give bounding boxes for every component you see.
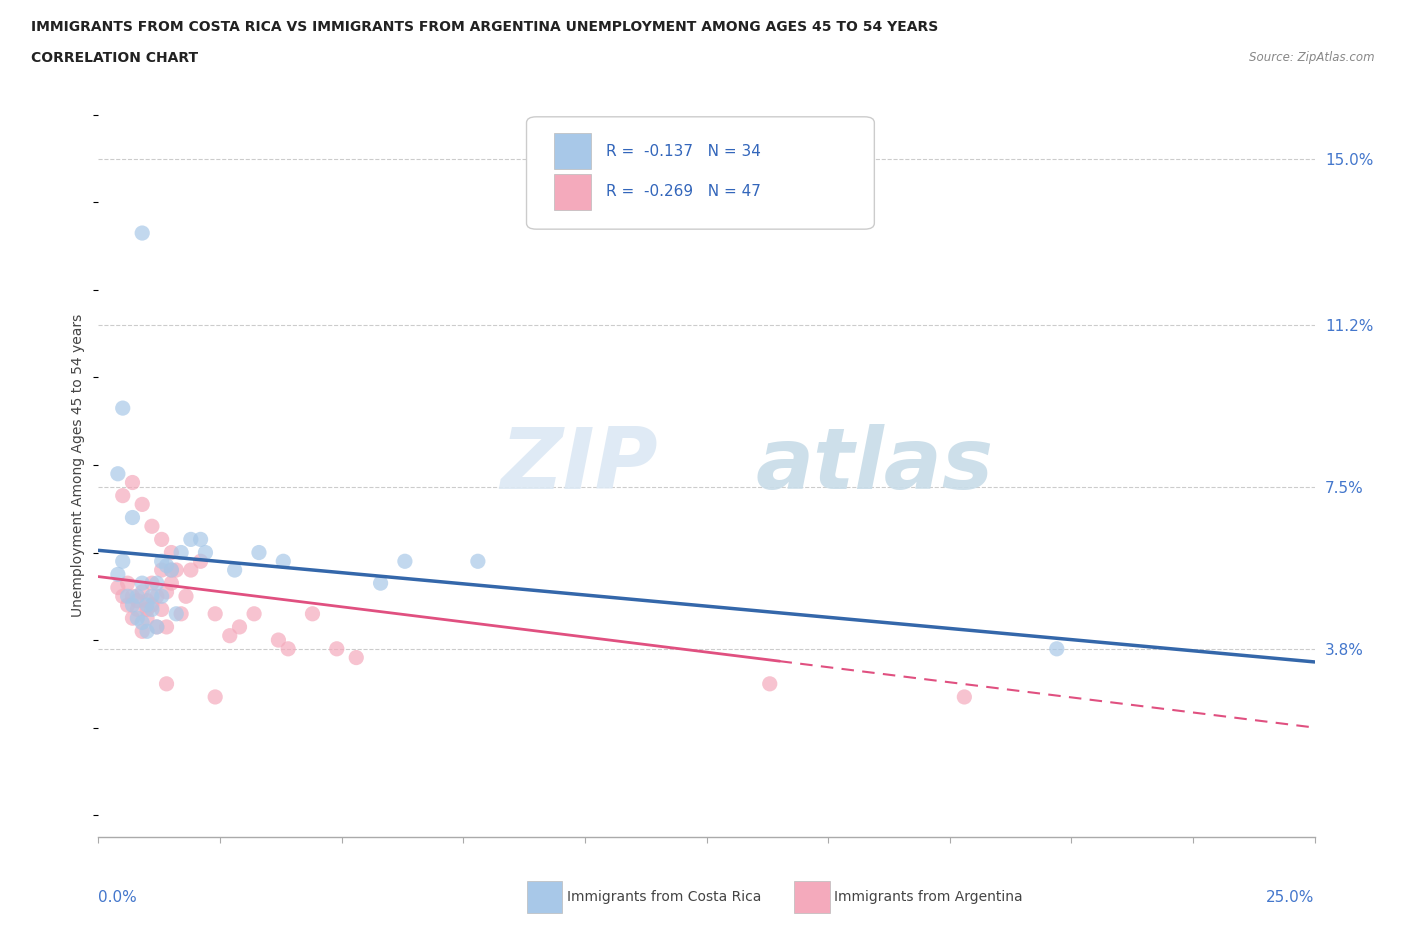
Point [160, 563, 183, 578]
Point [150, 602, 173, 617]
Text: R =  -0.269   N = 47: R = -0.269 N = 47 [606, 184, 761, 199]
Point [141, 576, 163, 591]
Point [117, 589, 139, 604]
Text: Immigrants from Argentina: Immigrants from Argentina [834, 890, 1022, 905]
Point [121, 598, 143, 613]
Point [131, 576, 153, 591]
Point [111, 589, 134, 604]
Point [344, 650, 367, 665]
Point [155, 676, 177, 691]
Point [467, 554, 489, 569]
FancyBboxPatch shape [554, 174, 591, 210]
Point [194, 545, 217, 560]
Point [160, 545, 183, 560]
Text: Source: ZipAtlas.com: Source: ZipAtlas.com [1250, 51, 1375, 64]
Text: CORRELATION CHART: CORRELATION CHART [31, 51, 198, 65]
Point [224, 563, 246, 578]
Point [146, 589, 169, 604]
Point [107, 466, 129, 481]
Point [271, 554, 294, 569]
Point [127, 602, 149, 617]
Point [111, 554, 134, 569]
Point [174, 589, 197, 604]
Point [121, 589, 143, 604]
Point [190, 532, 212, 547]
Point [117, 576, 139, 591]
Point [165, 563, 187, 578]
Point [131, 624, 153, 639]
Point [180, 563, 202, 578]
Point [243, 606, 266, 621]
Point [146, 619, 169, 634]
FancyBboxPatch shape [554, 133, 591, 169]
Point [394, 554, 416, 569]
FancyBboxPatch shape [526, 117, 875, 229]
Point [155, 584, 177, 599]
Text: 0.0%: 0.0% [98, 889, 138, 905]
Point [190, 554, 212, 569]
Point [131, 497, 153, 512]
Text: atlas: atlas [755, 423, 993, 507]
Point [150, 589, 173, 604]
Point [170, 545, 193, 560]
Point [111, 401, 134, 416]
Y-axis label: Unemployment Among Ages 45 to 54 years: Unemployment Among Ages 45 to 54 years [72, 313, 86, 617]
Text: 25.0%: 25.0% [1267, 889, 1315, 905]
Text: IMMIGRANTS FROM COSTA RICA VS IMMIGRANTS FROM ARGENTINA UNEMPLOYMENT AMONG AGES : IMMIGRANTS FROM COSTA RICA VS IMMIGRANTS… [31, 20, 938, 34]
Point [127, 589, 149, 604]
Text: ZIP: ZIP [501, 423, 658, 507]
Text: Immigrants from Costa Rica: Immigrants from Costa Rica [567, 890, 761, 905]
Point [267, 632, 290, 647]
Point [136, 602, 159, 617]
Point [180, 532, 202, 547]
Point [228, 619, 250, 634]
Point [141, 589, 163, 604]
Point [146, 619, 169, 634]
Point [136, 611, 159, 626]
Text: R =  -0.137   N = 34: R = -0.137 N = 34 [606, 143, 761, 158]
Point [301, 606, 323, 621]
Point [370, 576, 392, 591]
Point [150, 532, 173, 547]
Point [170, 606, 193, 621]
Point [127, 611, 149, 626]
Point [136, 593, 159, 608]
Point [111, 488, 134, 503]
Point [141, 598, 163, 613]
Point [121, 611, 143, 626]
Point [107, 567, 129, 582]
Point [136, 624, 159, 639]
Point [1046, 642, 1069, 657]
Point [155, 619, 177, 634]
Point [150, 554, 173, 569]
Point [127, 593, 149, 608]
Point [155, 558, 177, 573]
Point [150, 563, 173, 578]
Point [247, 545, 270, 560]
Point [117, 598, 139, 613]
Point [146, 576, 169, 591]
Point [160, 563, 183, 578]
Point [141, 602, 163, 617]
Point [277, 642, 299, 657]
Point [131, 226, 153, 241]
Point [141, 519, 163, 534]
Point [204, 606, 226, 621]
Point [953, 689, 976, 704]
Point [121, 475, 143, 490]
Point [131, 584, 153, 599]
Point [131, 615, 153, 630]
Point [160, 576, 183, 591]
Point [165, 606, 187, 621]
Point [107, 580, 129, 595]
Point [204, 689, 226, 704]
Point [136, 598, 159, 613]
Point [121, 510, 143, 525]
Point [326, 642, 349, 657]
Point [218, 629, 240, 644]
Point [758, 676, 780, 691]
